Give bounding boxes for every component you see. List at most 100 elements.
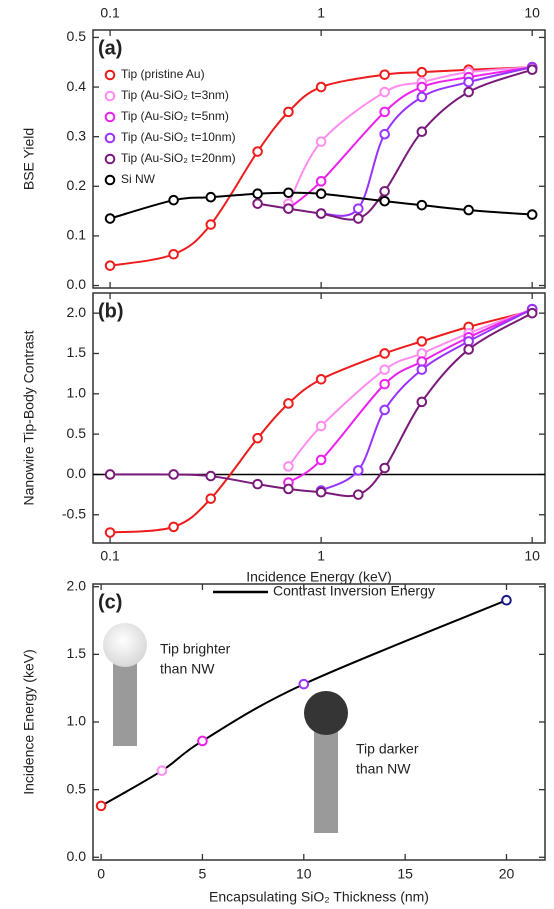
legend-marker bbox=[104, 90, 116, 102]
data-point bbox=[526, 307, 538, 319]
annotation: Tip darker bbox=[356, 741, 419, 757]
y-tick-label: 0.5 bbox=[67, 28, 87, 44]
y-tick-label: 0.0 bbox=[67, 848, 87, 864]
y-tick-label: 2.0 bbox=[67, 577, 87, 593]
data-point bbox=[205, 493, 217, 504]
panel: -0.5 0.0 0.5 1.0 1.5 2.0 0.1 1 10 Incidence Energ… bbox=[21, 292, 546, 585]
data-point bbox=[168, 194, 179, 206]
x-tick-label: 0.1 bbox=[100, 5, 120, 21]
y-axis-label: Incidence Energy (keV) bbox=[21, 649, 37, 795]
data-point bbox=[416, 91, 428, 103]
x-tick-label: 0 bbox=[97, 866, 105, 882]
x-tick-label: 10 bbox=[524, 548, 540, 564]
data-point bbox=[379, 462, 390, 474]
data-point bbox=[352, 213, 364, 224]
y-tick-label: 0.4 bbox=[67, 78, 87, 94]
x-tick-label: 5 bbox=[199, 866, 207, 882]
panel: 0.0 0.5 1.0 1.5 2.0 0 5 10 15 20 Encapsulating SiO… bbox=[21, 577, 546, 905]
y-axis-label: Nanowire Tip-Body Contrast bbox=[21, 330, 37, 505]
data-point bbox=[298, 678, 310, 690]
panel: 0.0 0.1 0.2 0.3 0.4 0.5 0.1 1 10 BSE Yield (a) Tip … bbox=[21, 5, 546, 292]
data-point bbox=[205, 219, 217, 230]
data-point bbox=[463, 76, 474, 88]
x-tick-label: 20 bbox=[499, 866, 515, 882]
data-point bbox=[526, 64, 538, 75]
data-point bbox=[168, 521, 179, 533]
annotation: than NW bbox=[160, 661, 215, 677]
annotation: than NW bbox=[356, 761, 411, 777]
y-tick-label: 1.0 bbox=[67, 713, 87, 729]
y-tick-label: 1.5 bbox=[67, 645, 87, 661]
data-point bbox=[379, 86, 390, 98]
x-tick-label: 10 bbox=[524, 5, 540, 21]
data-point bbox=[416, 336, 428, 347]
data-point bbox=[416, 81, 428, 93]
data-point bbox=[283, 106, 294, 118]
y-tick-label: 0.5 bbox=[67, 780, 87, 796]
tip-illustration-dark bbox=[304, 691, 348, 833]
panel-label: (a) bbox=[98, 37, 122, 59]
legend-label: Tip (Au-SiO₂ t=10nm) bbox=[121, 130, 236, 144]
tip-illustration-bright bbox=[103, 623, 147, 746]
data-point bbox=[252, 198, 263, 209]
data-point bbox=[526, 209, 538, 220]
legend-label: Tip (Au-SiO₂ t=3nm) bbox=[121, 88, 229, 102]
data-point bbox=[416, 364, 428, 375]
data-point bbox=[315, 486, 327, 498]
data-point bbox=[463, 86, 474, 98]
plot-frame bbox=[92, 292, 546, 544]
data-point bbox=[379, 348, 390, 359]
data-point bbox=[379, 69, 390, 80]
legend-label: Tip (Au-SiO₂ t=20nm) bbox=[121, 151, 236, 165]
data-point bbox=[197, 735, 208, 747]
x-axis-label: Encapsulating SiO₂ Thickness (nm) bbox=[209, 889, 429, 905]
y-axis-label: BSE Yield bbox=[21, 128, 37, 190]
annotation: Tip brighter bbox=[160, 641, 231, 657]
y-tick-label: -0.5 bbox=[62, 505, 86, 521]
data-point bbox=[104, 527, 116, 538]
series-line bbox=[109, 66, 533, 267]
data-point bbox=[315, 188, 327, 200]
data-point bbox=[416, 396, 428, 408]
data-point bbox=[205, 470, 217, 482]
data-point bbox=[315, 420, 327, 432]
x-axis-label: Incidence Energy (keV) bbox=[246, 569, 392, 585]
data-point bbox=[379, 364, 390, 375]
panel-label: (b) bbox=[98, 300, 124, 322]
data-point bbox=[283, 461, 294, 472]
legend-label: Si NW bbox=[121, 172, 156, 186]
data-point bbox=[501, 594, 512, 606]
data-point bbox=[205, 191, 217, 203]
legend-label: Tip (Au-SiO₂ t=5nm) bbox=[121, 109, 229, 123]
series-line bbox=[109, 191, 533, 220]
legend-label: Contrast Inversion Energy bbox=[273, 583, 435, 599]
data-point bbox=[168, 469, 179, 480]
legend-marker bbox=[104, 153, 116, 165]
data-point bbox=[252, 188, 263, 200]
data-point bbox=[315, 176, 327, 187]
data-point bbox=[168, 248, 179, 260]
x-tick-label: 0.1 bbox=[100, 548, 120, 564]
data-point bbox=[283, 398, 294, 409]
y-tick-label: 2.0 bbox=[67, 304, 87, 320]
data-point bbox=[463, 204, 474, 216]
data-point bbox=[315, 136, 327, 147]
data-point bbox=[416, 199, 428, 211]
data-point bbox=[104, 469, 116, 480]
data-point bbox=[416, 66, 428, 78]
data-point bbox=[463, 344, 474, 355]
data-point bbox=[379, 128, 390, 140]
data-point bbox=[379, 378, 390, 390]
series-line bbox=[321, 66, 533, 217]
data-point bbox=[352, 489, 364, 500]
x-tick-label: 10 bbox=[296, 866, 312, 882]
data-point bbox=[379, 404, 390, 416]
legend-marker bbox=[104, 69, 116, 81]
x-tick-label: 15 bbox=[397, 866, 413, 882]
data-point bbox=[379, 106, 390, 118]
data-point bbox=[252, 478, 263, 490]
data-point bbox=[352, 465, 364, 476]
panel-label: (c) bbox=[98, 591, 122, 613]
data-point bbox=[315, 208, 327, 219]
y-tick-label: 0.2 bbox=[67, 177, 87, 193]
